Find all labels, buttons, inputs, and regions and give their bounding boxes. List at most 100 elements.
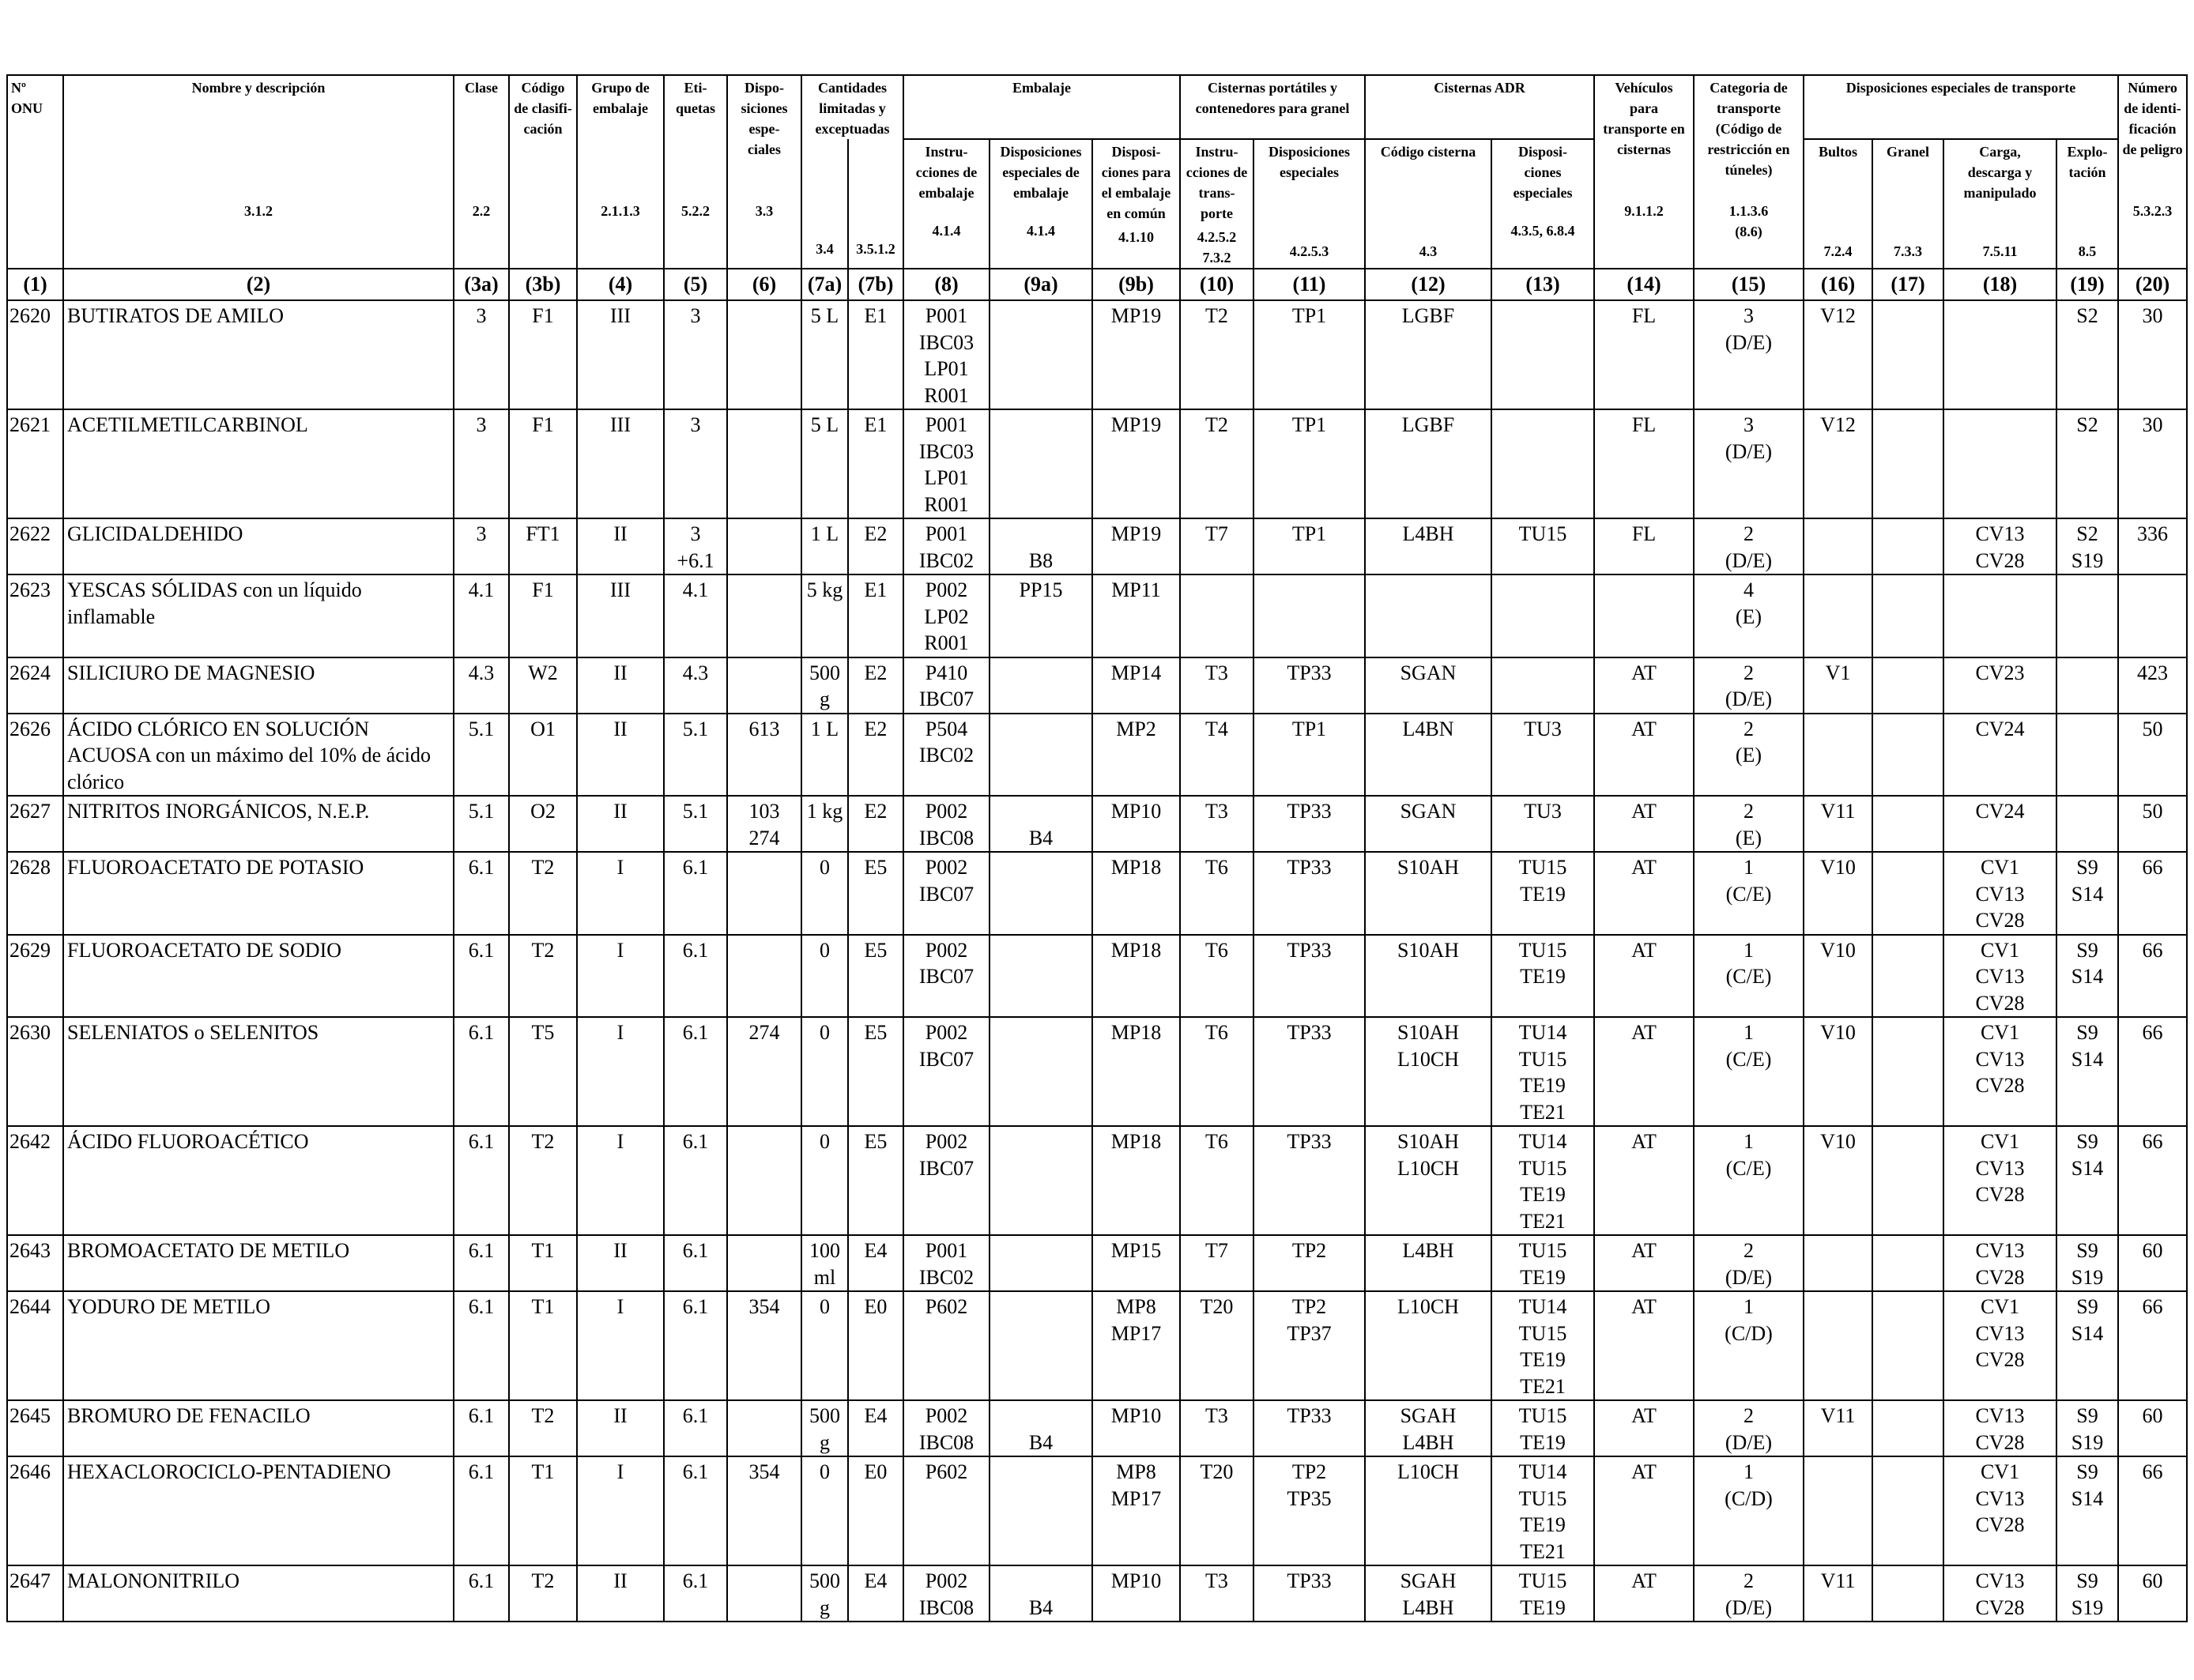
header-onu: Nº ONU [6,74,64,269]
cell-loading-handling-line: CV13 [1975,1156,2025,1180]
cell-special-packing [989,1290,1093,1401]
cell-tank-special: TP2 [1253,1234,1366,1292]
cell-packing-instructions: P002 IBC08 [903,1399,990,1457]
cell-carriage-packages-line: V1 [1825,661,1851,684]
ref-grupo: 2.1.1.3 [601,203,640,219]
header-categoria-line: Categoria de [1710,80,1788,96]
cell-vehicle: AT [1593,933,1695,1018]
cell-tank-adr-special-line: TU15 [1518,1404,1567,1427]
cell-transport-category-line: (C/D) [1725,1321,1773,1345]
cell-packing-instructions-line: IBC08 [918,1430,974,1454]
header-cisternas-adr-text: Cisternas ADR [1369,77,1590,98]
cell-limited-qty-line: 0 [820,1021,830,1044]
cell-class: 5.1 [453,712,510,797]
cell-vehicle-line: AT [1631,661,1657,684]
cell-class-line: 6.1 [468,1239,495,1262]
cell-classification-code: F1 [508,409,578,519]
header-disp-esp-cist-text: Disposiciones especiales [1257,141,1361,183]
header-numero-line: de peligro [2122,141,2183,157]
ref-7a: 3.4 [816,241,834,257]
header-instr-trans-text: Instru-cciones de trans-porte [1184,141,1250,224]
cell-packing-group: II [576,1234,665,1292]
cell-loading-handling-line: CV24 [1975,717,2025,740]
header-disp-comun: Disposi-ciones para el embalaje en común 4.… [1091,138,1181,269]
cell-excepted-qty: E4 [847,1565,904,1622]
cell-packing-group: II [576,656,665,714]
cell-labels: 5.1 [663,712,728,797]
cell-name: HEXACLOROCICLO-PENTADIENO [62,1456,454,1566]
cell-carriage-packages: V12 [1803,409,1873,519]
cell-limited-qty-line: 5 kg [806,578,843,601]
cell-hazard-id-line: 66 [2142,1021,2163,1044]
header-instrucciones-emb-text: Instru-cciones de embalaje [907,141,986,203]
cell-tank-adr-special [1491,409,1595,519]
cell-transport-category-line: (C/E) [1725,1156,1772,1180]
cell-classification-code: FT1 [508,518,578,575]
cell-tank-code: SGAN [1364,795,1492,853]
cell-transport-category: 1 (C/D) [1693,1456,1804,1566]
cell-tank-instructions [1179,574,1254,658]
column-number: (11) [1253,268,1366,301]
cell-tank-special-line: TP33 [1287,938,1332,962]
header-7a: 3.4 [801,139,849,269]
cell-transport-category-line: 2 [1744,522,1754,545]
cell-carriage-bulk [1872,1290,1944,1401]
cell-mixed-packing: MP2 [1091,712,1181,797]
header-cantidades-line: exceptuadas [815,121,890,137]
cell-operation: S9 S14 [2055,1290,2120,1401]
cell-mixed-packing-line: MP11 [1111,578,1161,601]
cell-vehicle-line: FL [1631,522,1657,545]
cell-class-line: 5.1 [468,800,495,823]
cell-name: NITRITOS INORGÁNICOS, N.E.P. [62,795,454,853]
cell-classification-code-line: F1 [532,578,554,601]
header-cisternas-adr: Cisternas ADR [1364,74,1595,140]
cell-mixed-packing-line: MP18 [1110,1021,1162,1044]
cell-excepted-qty-line: E5 [864,1021,888,1044]
header-carga-text: Carga, descarga y manipulado [1947,141,2053,203]
cell-packing-group: I [576,1290,665,1401]
cell-packing-instructions: P001 IBC03 LP01 R001 [903,409,990,519]
cell-packing-group-line: I [616,1130,624,1153]
cell-carriage-packages [1803,1234,1873,1292]
cell-class: 6.1 [453,851,510,936]
cell-tank-adr-special-line: TU14 [1518,1460,1567,1483]
header-embalaje: Embalaje [903,74,1181,140]
cell-transport-category-line: (E) [1735,744,1762,767]
header-categoria-line: transporte [1717,100,1781,116]
cell-class-line: 3 [476,413,487,436]
cell-tank-code: LGBF [1364,299,1492,410]
cell-un-number: 2623 [6,574,64,658]
header-clase: Clase 2.2 [453,74,510,269]
cell-class-line: 6.1 [468,1460,495,1483]
cell-special-provisions [726,656,802,714]
cell-hazard-id: 60 [2117,1234,2188,1292]
cell-tank-special-line: TP2 [1291,1460,1327,1483]
cell-vehicle: AT [1593,1565,1695,1622]
cell-limited-qty-line: 5 L [810,413,839,436]
cell-tank-code-line: L4BH [1402,1430,1454,1454]
cell-packing-group-line: II [613,1239,628,1262]
cell-special-packing: B8 [989,518,1093,575]
cell-carriage-packages: V10 [1803,1125,1873,1236]
cell-tank-special-line: TP33 [1287,1404,1332,1427]
cell-transport-category-line: 2 [1744,1239,1754,1262]
header-bultos: Bultos 7.2.4 [1803,138,1873,269]
cell-carriage-packages: V10 [1803,933,1873,1018]
cell-loading-handling: CV23 [1943,656,2057,714]
cell-special-packing [989,1016,1093,1127]
cell-tank-adr-special-line: TE19 [1520,965,1566,988]
cell-loading-handling-line: CV1 [1980,856,2020,879]
header-explotacion: Explo-tación 8.5 [2055,138,2120,269]
cell-special-provisions [726,1399,802,1457]
cell-special-provisions [726,851,802,936]
cell-operation-line: S14 [2071,1047,2104,1071]
cell-excepted-qty: E2 [847,712,904,797]
cell-excepted-qty: E5 [847,1016,904,1127]
cell-packing-instructions-line: P001 [925,413,968,436]
cell-operation: S9 S14 [2055,1125,2120,1236]
header-onu-line: Nº [11,80,26,96]
cell-limited-qty-line: 500 [809,661,840,684]
cell-transport-category: 1 (C/E) [1693,1016,1804,1127]
cell-labels-line: 6.1 [682,938,709,962]
cell-special-provisions-line: 354 [748,1460,780,1483]
